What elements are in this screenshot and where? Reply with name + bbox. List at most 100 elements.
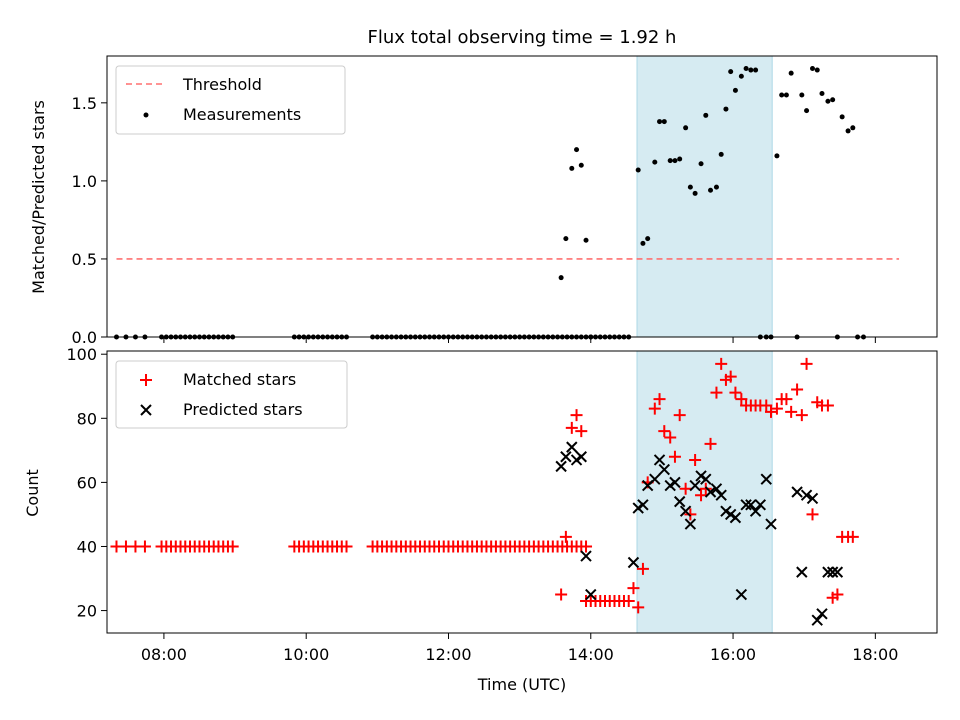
bottom-plot-frame: [106, 350, 938, 634]
legend-threshold-label: Threshold: [182, 75, 262, 94]
top-x-ticks: [163, 337, 876, 343]
measurement-point: [738, 73, 744, 79]
x-tick-label: 08:00: [141, 645, 187, 664]
matched-point: [565, 421, 578, 434]
legend-predicted-label: Predicted stars: [183, 400, 303, 419]
matched-point: [679, 482, 692, 495]
measurement-point: [645, 236, 651, 242]
predicted-point: [555, 460, 567, 473]
predicted-point: [627, 556, 640, 569]
bottom-x-ticks: 08:00 10:00 12:00 14:00 16:00 18:00: [141, 633, 898, 664]
matched-point: [622, 594, 635, 607]
top-legend: Threshold Measurements: [115, 65, 346, 135]
measurement-point: [845, 128, 851, 134]
legend-predicted-swatch: [140, 404, 152, 416]
matched-point: [340, 540, 353, 553]
legend-matched-label: Matched stars: [183, 370, 296, 389]
predicted-point: [765, 518, 777, 530]
bottom-highlight-span: [636, 350, 773, 634]
predicted-point: [822, 566, 834, 578]
matched-point: [570, 409, 583, 422]
measurement-point: [563, 236, 569, 242]
measurement-point: [661, 119, 667, 125]
predicted-point: [760, 473, 772, 485]
measurement-point: [692, 190, 698, 196]
matched-point: [138, 540, 151, 553]
predicted-point: [585, 588, 597, 601]
measurement-point: [743, 65, 749, 71]
matched-point: [658, 425, 671, 438]
legend-matched-swatch: [140, 374, 152, 386]
predicted-point: [729, 511, 742, 524]
predicted-point: [831, 566, 844, 578]
measurement-point: [810, 65, 815, 71]
matched-point: [821, 399, 834, 412]
legend-measurements-label: Measurements: [183, 105, 301, 124]
matched-point: [636, 562, 649, 575]
measurement-point: [703, 112, 709, 118]
y-tick-label: 1.0: [72, 172, 97, 191]
top-highlight-span: [636, 55, 773, 338]
measurement-point: [799, 92, 805, 98]
matched-point: [653, 393, 666, 406]
predicted-point: [679, 505, 692, 517]
bottom-y-ticks: 20 40 60 80 100: [66, 345, 107, 621]
predicted-point: [566, 441, 578, 453]
predicted-point: [791, 486, 803, 498]
top-plot-frame: [106, 55, 938, 338]
matched-point: [627, 582, 640, 595]
matched-point: [831, 588, 844, 601]
x-tick-label: 14:00: [568, 645, 614, 664]
matched-point: [559, 530, 572, 543]
measurement-point: [687, 184, 693, 190]
matched-point: [724, 370, 737, 383]
predicted-point: [649, 473, 661, 485]
matched-point: [689, 453, 702, 466]
matched-point: [580, 594, 593, 607]
predicted-point: [704, 486, 717, 498]
x-tick-label: 10:00: [283, 645, 329, 664]
matched-point: [800, 357, 813, 370]
matched-point: [770, 402, 783, 415]
predicted-point: [669, 476, 681, 489]
measurement-point: [698, 161, 704, 167]
y-tick-label: 0.5: [72, 250, 97, 269]
top-y-ticks: 0.0 0.5 1.0 1.5: [72, 94, 107, 347]
measurement-point: [708, 187, 714, 193]
measurement-point: [779, 92, 785, 98]
matched-point: [710, 386, 723, 399]
predicted-point: [710, 483, 723, 495]
measurement-point: [753, 67, 759, 73]
matched-point: [575, 425, 588, 438]
matched-points: [110, 357, 859, 614]
measurement-point: [667, 158, 673, 164]
predicted-point: [740, 499, 752, 511]
measurement-point: [814, 67, 820, 73]
matched-point: [785, 405, 798, 418]
measurement-point: [825, 98, 831, 104]
matched-point: [648, 402, 661, 415]
predicted-point: [658, 463, 670, 476]
predicted-points: [555, 441, 844, 626]
matched-point: [673, 409, 686, 422]
predicted-point: [754, 499, 767, 511]
predicted-point: [735, 588, 748, 601]
matched-point: [580, 540, 593, 553]
predicted-point: [637, 499, 649, 511]
matched-point: [795, 409, 808, 422]
measurement-point: [850, 125, 856, 131]
predicted-point: [700, 473, 712, 485]
matched-point: [555, 588, 568, 601]
y-tick-label: 20: [77, 602, 97, 621]
x-tick-label: 18:00: [852, 645, 898, 664]
x-axis-label: Time (UTC): [477, 675, 566, 694]
measurement-point: [583, 237, 589, 243]
measurement-point: [672, 158, 678, 164]
measurement-point: [774, 153, 780, 159]
x-tick-label: 16:00: [710, 645, 756, 664]
y-tick-label: 40: [77, 537, 97, 556]
y-tick-label: 100: [66, 345, 97, 364]
y-tick-label: 60: [77, 473, 97, 492]
measurement-point: [819, 90, 825, 96]
predicted-point: [580, 550, 592, 562]
